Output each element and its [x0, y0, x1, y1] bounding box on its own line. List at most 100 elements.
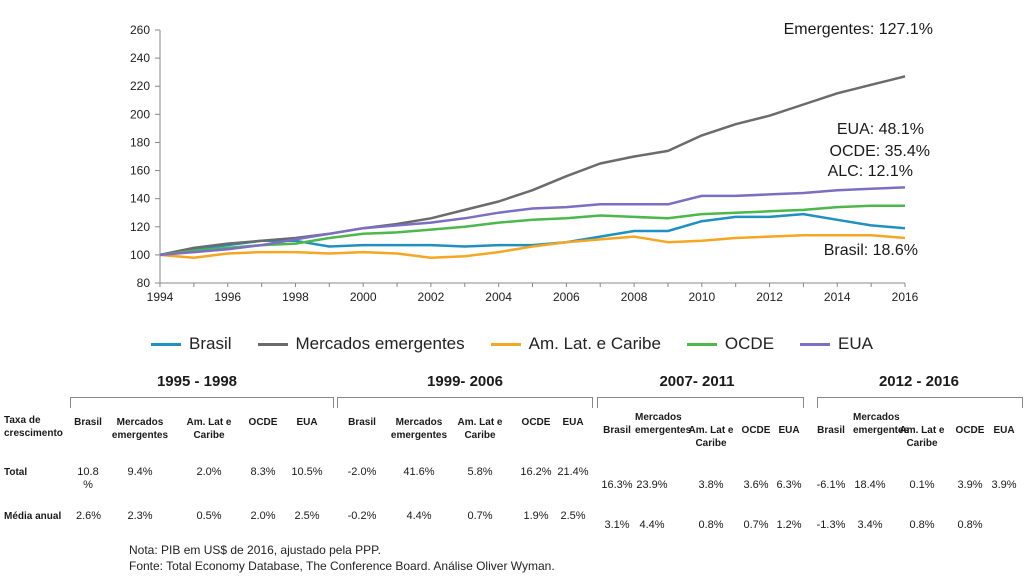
legend-label: Am. Lat. e Caribe [528, 334, 661, 353]
row-header: Taxa de crescimento [4, 415, 63, 439]
table-cell: 0.8% [957, 519, 983, 531]
column-header: Am. Lat e Caribe [899, 425, 945, 449]
legend-swatch-ocde [686, 342, 717, 346]
x-tick-label: 2012 [756, 290, 783, 304]
table-cell: 2.5% [560, 510, 586, 522]
column-header: Mercados emergentes [635, 412, 692, 436]
table-cell: 0.1% [909, 479, 935, 491]
period-title: 2007- 2011 [659, 373, 735, 390]
table-cell: 3.8% [698, 479, 724, 491]
legend-item-emergentes: Mercados emergentes [257, 334, 465, 354]
x-tick-label: 2016 [892, 290, 919, 304]
table-cell: 0.8% [698, 519, 724, 531]
legend-label: EUA [838, 334, 874, 353]
column-header: Brasil [603, 425, 631, 436]
y-tick-label: 260 [130, 23, 150, 37]
table-cell: 1.2% [776, 519, 802, 531]
table-cell: 18.4% [854, 479, 886, 491]
row-label: Média anual [4, 511, 62, 522]
table-cell: 2.6% [76, 510, 102, 522]
table-cell: 2.5% [294, 510, 320, 522]
column-header: Am. Lat e Caribe [688, 425, 734, 449]
y-tick-label: 160 [130, 164, 150, 178]
table-cell: 0.5% [196, 510, 222, 522]
table-cell: 21.4% [557, 466, 589, 478]
table-cell: 0.8% [909, 519, 935, 531]
period-title: 1995 - 1998 [156, 373, 238, 390]
legend-label: OCDE [724, 334, 775, 353]
legend-label: Mercados emergentes [295, 334, 465, 353]
column-header: EUA [562, 417, 584, 428]
x-tick-label: 2000 [350, 290, 377, 304]
source-text: Fonte: Total Economy Database, The Confe… [129, 559, 555, 573]
column-header: Brasil [817, 425, 845, 436]
period-title: 2012 - 2016 [878, 373, 960, 390]
table-cell: -6.1% [816, 479, 846, 491]
annotation-label: ALC: 12.1% [828, 163, 913, 180]
table-cell: 41.6% [403, 466, 435, 478]
row-label: Total [4, 467, 28, 478]
column-header: Mercados emergentes [853, 412, 910, 436]
table-cell: 4.4% [639, 519, 665, 531]
x-tick-label: 2014 [824, 290, 851, 304]
x-tick-label: 2004 [485, 290, 512, 304]
table-cell: 3.9% [957, 479, 983, 491]
annotation-label: OCDE: 35.4% [830, 143, 930, 160]
legend-swatch-alc [490, 342, 521, 346]
table-cell: -0.2% [347, 510, 377, 522]
table-cell: 2.0% [250, 510, 276, 522]
table-cell: 3.1% [604, 519, 630, 531]
table-cell: 16.3% [601, 479, 633, 491]
period-bracket [597, 397, 804, 408]
column-header: Brasil [348, 417, 376, 428]
y-tick-label: 100 [130, 248, 150, 262]
column-header: OCDE [248, 417, 278, 428]
legend-item-alc: Am. Lat. e Caribe [490, 334, 661, 354]
column-header: EUA [778, 425, 800, 436]
legend-swatch-emergentes [257, 342, 288, 346]
column-header: OCDE [741, 425, 771, 436]
period-title: 1999- 2006 [427, 373, 503, 390]
table-cell: 16.2% [520, 466, 552, 478]
column-header: Brasil [74, 417, 102, 428]
line-chart: 80 100 120 140 160 180 200 220 240 260 1994 1996 199… [130, 21, 933, 304]
note-text: Nota: PIB em US$ de 2016, ajustado pela … [129, 543, 381, 557]
table-cell: -1.3% [816, 519, 846, 531]
column-header: Mercados emergentes [390, 417, 448, 441]
series-line-eua [159, 186, 906, 257]
x-tick-label: 1996 [214, 290, 241, 304]
series-line-ocde [159, 204, 905, 257]
column-header: EUA [296, 417, 318, 428]
x-tick-label: 1998 [282, 290, 309, 304]
period-bracket [70, 397, 334, 408]
period-bracket [337, 397, 593, 408]
table-cell: 0.7% [743, 519, 769, 531]
chart-legend: Brasil Mercados emergentes Am. Lat. e Ca… [0, 334, 1024, 354]
table-cell: 10.5% [291, 466, 323, 478]
y-tick-label: 140 [130, 192, 150, 206]
table-cell: 3.6% [743, 479, 769, 491]
table-cell: 3.9% [991, 479, 1017, 491]
series-line-am-lat-e-caribe [159, 233, 906, 259]
column-header: OCDE [521, 417, 551, 428]
x-tick-label: 2008 [621, 290, 648, 304]
series-line-mercados-emergentes [159, 75, 906, 257]
table-cell: 3.4% [857, 519, 883, 531]
x-tick-label: 2010 [688, 290, 715, 304]
x-tick-label: 2002 [418, 290, 445, 304]
y-tick-label: 180 [130, 135, 150, 149]
y-tick-label: 120 [130, 220, 150, 234]
y-tick-label: 240 [130, 51, 150, 65]
legend-item-eua: EUA [800, 334, 873, 354]
column-header: Am. Lat e Caribe [457, 417, 503, 441]
annotation-label: Emergentes: 127.1% [784, 21, 933, 38]
period-bracket [817, 397, 1023, 408]
annotation-label: Brasil: 18.6% [824, 242, 918, 259]
column-header: Mercados emergentes [111, 417, 169, 441]
x-tick-label: 1994 [147, 290, 174, 304]
column-header: EUA [993, 425, 1015, 436]
table-cell: 9.4% [127, 466, 153, 478]
table-cell: 8.3% [250, 466, 276, 478]
table-cell: -2.0% [347, 466, 377, 478]
table-cell: 4.4% [406, 510, 432, 522]
